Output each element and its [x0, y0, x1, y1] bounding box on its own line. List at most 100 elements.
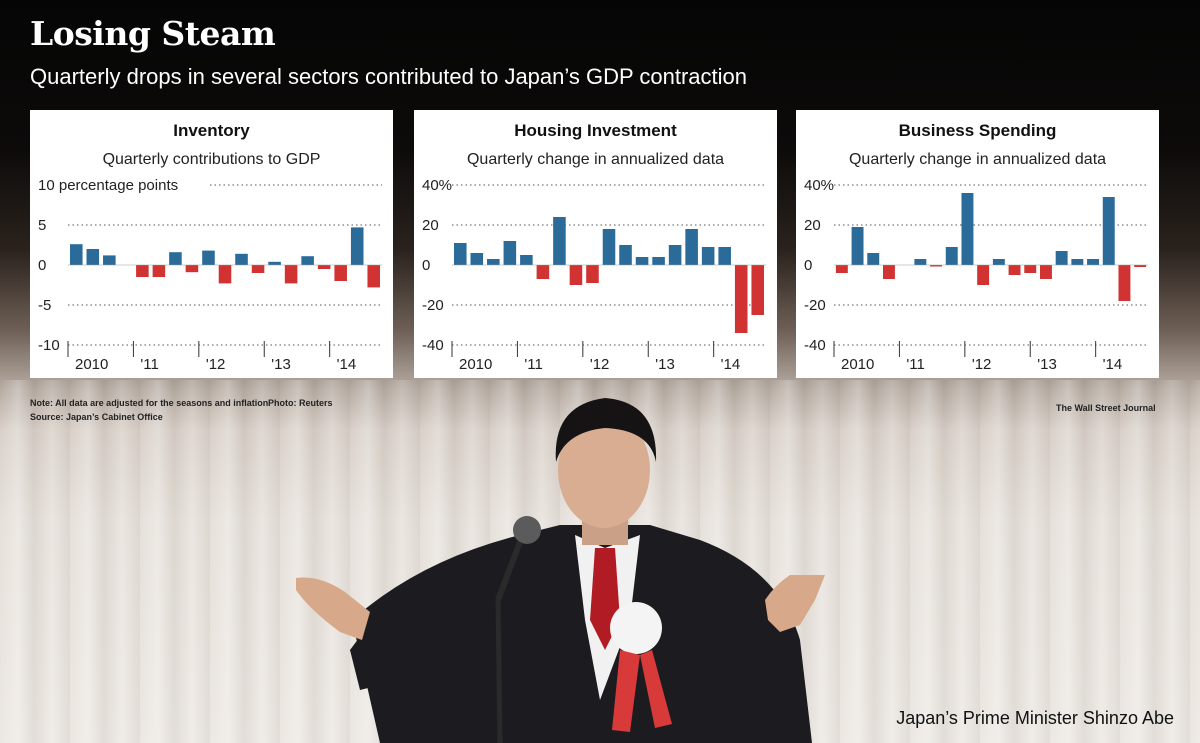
x-tick-label: 2010: [459, 356, 492, 373]
bar: [503, 241, 517, 265]
x-tick-label: 2010: [841, 356, 874, 373]
x-tick-label: '11: [524, 356, 542, 373]
y-tick-label: 0: [804, 257, 812, 274]
bar: [317, 265, 331, 269]
rosette-ribbon: [612, 650, 672, 732]
bar: [718, 247, 731, 265]
x-tick-label: '12: [206, 356, 226, 373]
adjustment-note: Note: All data are adjusted for the seas…: [30, 398, 269, 408]
bar: [169, 252, 182, 265]
bar: [1134, 265, 1147, 267]
bar: [185, 265, 199, 273]
y-tick-label: 40%: [804, 177, 834, 194]
y-tick-label: 40%: [422, 177, 452, 194]
bar: [350, 227, 364, 265]
bar: [251, 265, 265, 273]
bar: [520, 255, 533, 265]
bar: [1008, 265, 1021, 275]
bar: [977, 265, 990, 285]
bar: [851, 227, 864, 265]
bar: [103, 255, 116, 265]
bar: [1102, 197, 1115, 265]
bar: [1024, 265, 1037, 273]
bar: [882, 265, 895, 279]
chart-panel-inventory: Inventory Quarterly contributions to GDP 1…: [30, 110, 393, 378]
bar: [1055, 251, 1068, 265]
x-tick-label: '12: [972, 356, 992, 373]
chart-panel-business-spending: Business Spending Quarterly change in ann…: [796, 110, 1159, 378]
bar: [453, 243, 467, 265]
y-tick-label: 0: [422, 257, 430, 274]
chart-subtitle: Quarterly contributions to GDP: [103, 151, 321, 168]
bar: [945, 247, 958, 265]
bar: [1071, 259, 1084, 265]
bar: [1118, 265, 1131, 301]
bar: [235, 253, 248, 265]
y-tick-label: -10: [38, 337, 60, 354]
chart-subtitle: Quarterly change in annualized data: [849, 151, 1106, 168]
bar: [602, 229, 616, 265]
x-tick-label: 2010: [75, 356, 108, 373]
right-arm: [690, 545, 800, 690]
left-hand: [296, 577, 370, 640]
bar: [961, 193, 974, 265]
bar: [334, 265, 347, 281]
chart-housing-investment: Housing Investment Quarterly change in an…: [422, 121, 766, 373]
x-tick-label: '11: [906, 356, 924, 373]
bar: [470, 253, 484, 265]
bar: [652, 257, 665, 265]
bar: [734, 265, 748, 333]
hair: [555, 398, 657, 462]
y-tick-label: 20: [804, 217, 821, 234]
y-tick-label: -5: [38, 297, 51, 314]
x-tick-label: '11: [140, 356, 158, 373]
bar: [992, 259, 1005, 265]
bar: [867, 253, 880, 265]
bar: [301, 256, 314, 265]
right-hand: [765, 575, 825, 632]
x-tick-label: '12: [590, 356, 610, 373]
page-subtitle: Quarterly drops in several sectors contr…: [30, 64, 747, 89]
y-tick-label: -20: [422, 297, 444, 314]
publisher-credit: The Wall Street Journal: [1056, 403, 1156, 413]
bar: [487, 259, 500, 265]
y-tick-label: 10 percentage points: [38, 177, 178, 194]
bar: [930, 265, 943, 267]
source-note: Source: Japan’s Cabinet Office: [30, 412, 163, 422]
bar: [553, 217, 566, 265]
page-title: Losing Steam: [30, 14, 276, 53]
left-arm: [350, 545, 525, 690]
bar: [367, 265, 381, 288]
bar: [69, 244, 83, 265]
y-tick-label: 20: [422, 217, 439, 234]
bar: [136, 265, 149, 277]
x-tick-label: '14: [721, 356, 741, 373]
bar: [685, 229, 698, 265]
bar: [751, 265, 765, 315]
chart-title: Housing Investment: [514, 121, 677, 140]
bar: [284, 265, 298, 284]
face: [558, 412, 650, 528]
photo-caption: Japan’s Prime Minister Shinzo Abe: [896, 708, 1174, 728]
y-tick-label: -20: [804, 297, 826, 314]
bar: [86, 249, 100, 265]
x-tick-label: '13: [1037, 356, 1057, 373]
photo-credit: Photo: Reuters: [268, 398, 333, 408]
microphone-stand: [495, 540, 523, 602]
bar: [701, 247, 715, 265]
bar: [635, 257, 649, 265]
x-tick-label: '14: [1103, 356, 1123, 373]
bar: [152, 265, 166, 277]
rosette: [610, 602, 662, 654]
bar: [619, 245, 632, 265]
bar: [1039, 265, 1052, 279]
chart-business-spending: Business Spending Quarterly change in ann…: [804, 121, 1148, 373]
chart-panel-housing-investment: Housing Investment Quarterly change in an…: [414, 110, 777, 378]
bar: [268, 261, 281, 265]
bar: [218, 265, 232, 284]
x-tick-label: '13: [655, 356, 675, 373]
bar: [1087, 259, 1100, 265]
bar: [202, 250, 215, 265]
